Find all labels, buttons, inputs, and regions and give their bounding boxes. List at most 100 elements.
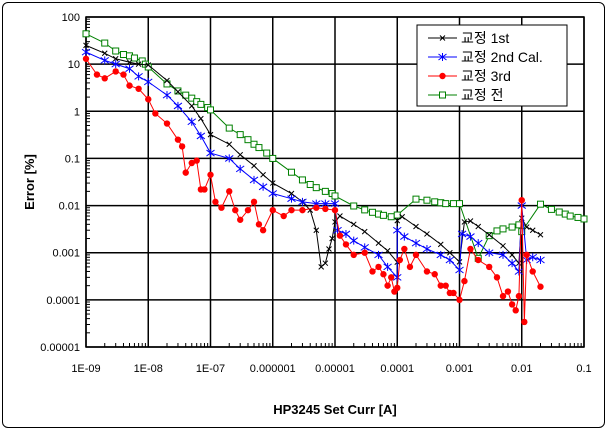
data-point (436, 250, 446, 259)
data-point (504, 288, 512, 295)
data-point (498, 250, 508, 259)
series-3 (82, 30, 588, 262)
data-point (411, 239, 421, 248)
data-point (509, 252, 515, 258)
data-point (342, 241, 350, 248)
data-point (255, 144, 263, 152)
y-tick-label: 0.1 (65, 153, 80, 165)
x-tick-label: 0.01 (511, 363, 532, 375)
data-point (196, 131, 206, 140)
data-point (313, 204, 320, 211)
data-point (82, 30, 90, 38)
data-point (388, 274, 395, 281)
data-point (143, 77, 153, 86)
y-tick-label: 100 (62, 12, 80, 24)
data-point (269, 206, 276, 214)
data-point (493, 227, 501, 235)
y-tick-label: 0.001 (52, 248, 80, 260)
data-point (412, 195, 420, 203)
data-point (249, 175, 259, 184)
legend-marker (439, 91, 446, 99)
legend-label: 교정 전 (461, 87, 504, 103)
data-point (461, 277, 468, 285)
data-point (537, 283, 544, 290)
data-point (126, 82, 133, 89)
data-point (396, 256, 404, 264)
data-point (212, 198, 219, 206)
data-point (288, 190, 295, 197)
data-point (536, 200, 544, 208)
data-point (329, 235, 336, 242)
data-point (145, 96, 152, 103)
data-point (555, 208, 563, 216)
data-point (392, 273, 402, 282)
series-group (81, 30, 588, 326)
data-point (100, 56, 110, 65)
data-point (218, 204, 225, 211)
data-point (299, 206, 306, 214)
x-tick-label: 1E-09 (71, 363, 100, 375)
data-point (198, 115, 204, 122)
data-point (269, 180, 276, 186)
data-point (226, 188, 233, 195)
data-point (475, 256, 482, 264)
data-point (101, 39, 109, 47)
data-point (413, 223, 419, 230)
data-point (173, 101, 183, 110)
x-tick-label: 0.0001 (380, 363, 414, 375)
data-point (431, 271, 438, 278)
data-point (455, 265, 464, 274)
data-point (112, 55, 119, 62)
data-point (244, 136, 252, 144)
chart-frame (2, 2, 605, 428)
data-point (174, 136, 182, 143)
data-point (83, 42, 89, 49)
legend-marker (438, 53, 447, 61)
data-point (467, 245, 474, 253)
data-point (485, 232, 493, 240)
data-point (361, 249, 368, 256)
data-point (188, 103, 195, 109)
data-point (134, 72, 143, 81)
data-point (269, 154, 277, 162)
data-point (375, 240, 382, 246)
data-point (574, 213, 582, 221)
data-point (197, 100, 205, 108)
data-point (523, 251, 530, 259)
data-point (101, 50, 108, 57)
data-point (374, 250, 383, 259)
data-point (130, 54, 138, 62)
data-point (288, 206, 295, 214)
data-point (330, 199, 340, 208)
data-point (507, 259, 517, 268)
y-tick-label: 0.0001 (46, 295, 80, 307)
data-point (437, 241, 444, 248)
data-point (207, 171, 214, 178)
data-point (163, 80, 171, 88)
data-point (120, 71, 127, 78)
data-point (361, 228, 368, 235)
data-point (188, 159, 195, 167)
y-tick-label: 0.00001 (40, 342, 80, 354)
data-point (523, 224, 530, 230)
data-point (457, 229, 467, 238)
data-point (399, 213, 406, 220)
legend-marker (439, 35, 446, 41)
data-point (393, 211, 401, 219)
data-point (486, 263, 493, 271)
data-point (268, 189, 278, 198)
data-point (206, 149, 215, 158)
data-point (401, 245, 408, 253)
data-point (406, 263, 414, 271)
data-point (387, 213, 395, 221)
legend: 교정 1st 교정 2nd Cal. 교정 3rd 교정 전 (416, 24, 568, 107)
data-point (350, 251, 357, 259)
data-point (235, 164, 245, 173)
data-point (508, 301, 516, 308)
data-point (237, 151, 244, 158)
data-point (175, 88, 181, 95)
data-point (322, 260, 329, 267)
data-point (499, 225, 507, 233)
x-tick-label: 0.001 (446, 363, 474, 375)
data-point (400, 232, 409, 241)
